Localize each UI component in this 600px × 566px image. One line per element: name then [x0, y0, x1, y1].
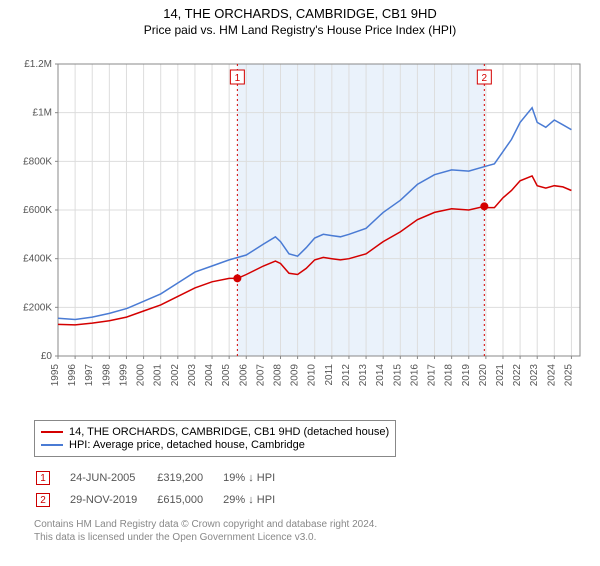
svg-text:£600K: £600K	[23, 205, 52, 216]
svg-text:2020: 2020	[478, 364, 489, 387]
svg-text:2017: 2017	[427, 364, 438, 387]
legend-label: HPI: Average price, detached house, Camb…	[69, 439, 305, 451]
svg-text:2012: 2012	[341, 364, 352, 387]
svg-text:2004: 2004	[204, 364, 215, 387]
svg-text:2008: 2008	[272, 364, 283, 387]
legend-label: 14, THE ORCHARDS, CAMBRIDGE, CB1 9HD (de…	[69, 426, 389, 438]
marker-badge: 1	[36, 471, 50, 485]
svg-text:£1M: £1M	[33, 108, 52, 119]
svg-text:1997: 1997	[84, 364, 95, 387]
sale-date: 29-NOV-2019	[70, 490, 155, 510]
sale-date: 24-JUN-2005	[70, 468, 155, 488]
legend-row: HPI: Average price, detached house, Camb…	[41, 439, 389, 451]
svg-text:2010: 2010	[307, 364, 318, 387]
svg-text:2021: 2021	[495, 364, 506, 387]
svg-text:1: 1	[235, 73, 241, 84]
svg-text:£200K: £200K	[23, 302, 52, 313]
svg-text:1998: 1998	[101, 364, 112, 387]
legend-swatch-property	[41, 431, 63, 433]
svg-text:2006: 2006	[238, 364, 249, 387]
chart-container: £0 £200K £400K £600K £800K £1M £1.2M 1995 1996 19…	[10, 56, 590, 416]
sale-price: £615,000	[157, 490, 221, 510]
svg-text:2025: 2025	[563, 364, 574, 387]
footer-line: This data is licensed under the Open Gov…	[34, 531, 377, 544]
svg-text:1995: 1995	[50, 364, 61, 387]
svg-text:2009: 2009	[290, 364, 301, 387]
svg-text:£1.2M: £1.2M	[24, 59, 52, 70]
line-chart: £0 £200K £400K £600K £800K £1M £1.2M 1995 1996 19…	[10, 56, 590, 416]
svg-text:2015: 2015	[392, 364, 403, 387]
page-subtitle: Price paid vs. HM Land Registry's House …	[0, 23, 600, 37]
svg-text:£800K: £800K	[23, 156, 52, 167]
svg-text:2023: 2023	[529, 364, 540, 387]
sale-hpi-delta: 29% ↓ HPI	[223, 490, 293, 510]
svg-text:2005: 2005	[221, 364, 232, 387]
sales-table: 1 24-JUN-2005 £319,200 19% ↓ HPI 2 29-NO…	[34, 466, 295, 512]
footer-attribution: Contains HM Land Registry data © Crown c…	[34, 518, 377, 544]
legend-row: 14, THE ORCHARDS, CAMBRIDGE, CB1 9HD (de…	[41, 426, 389, 438]
footer-line: Contains HM Land Registry data © Crown c…	[34, 518, 377, 531]
svg-text:2024: 2024	[546, 364, 557, 387]
svg-text:2018: 2018	[444, 364, 455, 387]
svg-text:2022: 2022	[512, 364, 523, 387]
sale-hpi-delta: 19% ↓ HPI	[223, 468, 293, 488]
svg-text:2002: 2002	[170, 364, 181, 387]
svg-text:2016: 2016	[409, 364, 420, 387]
svg-text:2019: 2019	[461, 364, 472, 387]
svg-text:2013: 2013	[358, 364, 369, 387]
svg-text:2011: 2011	[324, 364, 335, 386]
legend-swatch-hpi	[41, 444, 63, 446]
svg-text:2014: 2014	[375, 364, 386, 387]
svg-text:2000: 2000	[136, 364, 147, 387]
svg-text:2001: 2001	[153, 364, 164, 387]
page-title: 14, THE ORCHARDS, CAMBRIDGE, CB1 9HD	[0, 6, 600, 21]
table-row: 2 29-NOV-2019 £615,000 29% ↓ HPI	[36, 490, 293, 510]
svg-text:2003: 2003	[187, 364, 198, 387]
svg-text:2: 2	[482, 73, 488, 84]
svg-text:1999: 1999	[118, 364, 129, 387]
svg-text:£400K: £400K	[23, 254, 52, 265]
marker-badge: 2	[36, 493, 50, 507]
table-row: 1 24-JUN-2005 £319,200 19% ↓ HPI	[36, 468, 293, 488]
sale-price: £319,200	[157, 468, 221, 488]
svg-text:2007: 2007	[255, 364, 266, 387]
svg-text:£0: £0	[41, 351, 53, 362]
svg-text:1996: 1996	[67, 364, 78, 387]
legend: 14, THE ORCHARDS, CAMBRIDGE, CB1 9HD (de…	[34, 420, 396, 457]
